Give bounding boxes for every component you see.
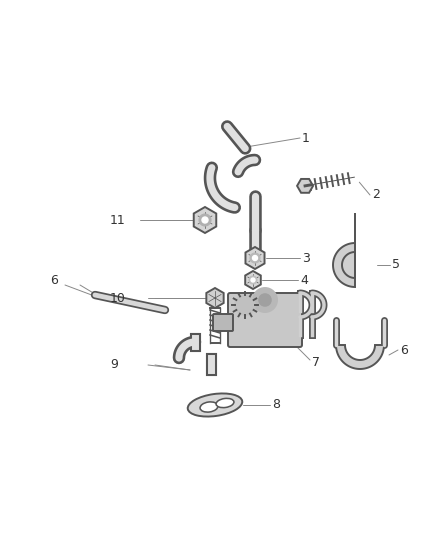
Circle shape: [253, 288, 277, 312]
Text: 6: 6: [50, 273, 58, 287]
Ellipse shape: [216, 398, 234, 408]
Text: 8: 8: [272, 399, 280, 411]
Ellipse shape: [200, 402, 218, 412]
Circle shape: [202, 217, 208, 223]
Ellipse shape: [188, 393, 242, 417]
FancyBboxPatch shape: [213, 314, 233, 331]
Text: 3: 3: [302, 252, 310, 264]
FancyBboxPatch shape: [228, 293, 302, 347]
Circle shape: [252, 255, 258, 261]
Text: 10: 10: [110, 292, 126, 304]
Circle shape: [251, 278, 255, 282]
Polygon shape: [245, 247, 265, 269]
Circle shape: [235, 295, 255, 315]
Circle shape: [250, 253, 260, 263]
Text: 4: 4: [300, 273, 308, 287]
Circle shape: [249, 276, 257, 284]
Text: 1: 1: [302, 132, 310, 144]
Polygon shape: [245, 271, 261, 289]
Text: 9: 9: [110, 359, 118, 372]
Polygon shape: [297, 179, 313, 193]
Polygon shape: [336, 345, 384, 369]
Circle shape: [259, 294, 271, 306]
Text: 2: 2: [372, 189, 380, 201]
Circle shape: [199, 214, 211, 226]
Polygon shape: [194, 207, 216, 233]
Polygon shape: [333, 213, 355, 287]
Polygon shape: [206, 288, 224, 308]
Text: 5: 5: [392, 259, 400, 271]
Text: 11: 11: [110, 214, 126, 227]
Text: 6: 6: [400, 343, 408, 357]
Text: 7: 7: [312, 356, 320, 368]
